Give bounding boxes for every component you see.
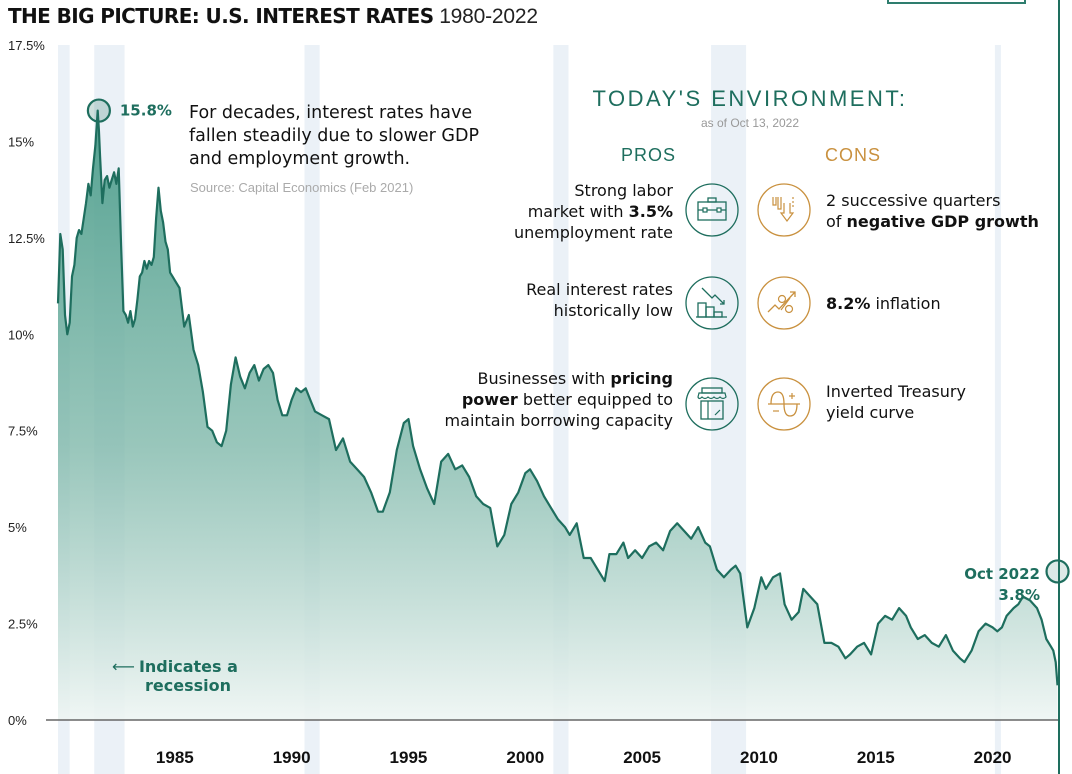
x-tick-label: 2015 bbox=[857, 748, 895, 767]
pro-line: market with 3.5% bbox=[527, 202, 673, 221]
latest-marker bbox=[1045, 559, 1070, 584]
rate-line bbox=[56, 109, 1059, 686]
con-line: 8.2% inflation bbox=[826, 294, 941, 313]
chart-title: THE BIG PICTURE: U.S. INTEREST RATES 198… bbox=[8, 4, 538, 29]
pros-heading: PROS bbox=[621, 145, 677, 165]
y-tick-label: 12.5% bbox=[8, 231, 45, 246]
legend-line1: Indicates a bbox=[138, 657, 238, 676]
right-border bbox=[1058, 0, 1060, 774]
title-years: 1980-2022 bbox=[439, 5, 538, 28]
pro-line: power better equipped to bbox=[461, 390, 673, 409]
con-line: Inverted Treasury bbox=[826, 382, 966, 401]
x-axis: 1985 1990 1995 2000 2005 2010 2015 2020 bbox=[156, 748, 1012, 767]
rate-area bbox=[58, 110, 1058, 721]
pro-line: historically low bbox=[553, 301, 673, 320]
inverted-curve-icon bbox=[757, 377, 811, 431]
pro-line: unemployment rate bbox=[514, 223, 673, 242]
y-tick-label: 7.5% bbox=[8, 424, 38, 439]
y-axis: 0% 2.5% 5% 7.5% 10% 12.5% 15% 17.5% bbox=[8, 38, 45, 728]
latest-value: 3.8% bbox=[998, 586, 1040, 604]
gdp-down-arrow-icon bbox=[757, 183, 811, 237]
latest-date: Oct 2022 bbox=[964, 565, 1040, 583]
y-tick-label: 2.5% bbox=[8, 617, 38, 632]
x-tick-label: 1990 bbox=[273, 748, 311, 767]
y-tick-label: 5% bbox=[8, 520, 27, 535]
con-item-gdp: 2 successive quarters of negative GDP gr… bbox=[826, 190, 1039, 232]
x-tick-label: 2020 bbox=[974, 748, 1012, 767]
y-tick-label: 15% bbox=[8, 134, 34, 149]
intro-text: For decades, interest rates have fallen … bbox=[189, 103, 480, 169]
con-line: yield curve bbox=[826, 403, 915, 422]
percent-rising-icon bbox=[757, 276, 811, 330]
latest-value-label: Oct 2022 3.8% bbox=[964, 564, 1040, 606]
title-main: THE BIG PICTURE: U.S. INTEREST RATES bbox=[8, 4, 434, 28]
con-item-yield-curve: Inverted Treasury yield curve bbox=[826, 381, 966, 423]
declining-bar-chart-icon bbox=[685, 276, 739, 330]
x-tick-label: 2010 bbox=[740, 748, 778, 767]
con-line: of negative GDP growth bbox=[826, 212, 1039, 231]
pro-line: Strong labor bbox=[574, 181, 673, 200]
briefcase-icon bbox=[685, 183, 739, 237]
x-tick-label: 2000 bbox=[506, 748, 544, 767]
pro-line: Businesses with pricing bbox=[477, 369, 674, 388]
peak-marker bbox=[86, 98, 111, 123]
source-note: Source: Capital Economics (Feb 2021) bbox=[190, 180, 414, 195]
recession-band bbox=[994, 45, 1001, 774]
pro-item-real-rates: Real interest rates historically low bbox=[526, 279, 673, 321]
storefront-icon bbox=[685, 377, 739, 431]
annotations: 15.8% bbox=[86, 98, 1070, 584]
x-tick-label: 1985 bbox=[156, 748, 194, 767]
left-arrow-icon: ⟵ bbox=[112, 657, 135, 676]
peak-label: 15.8% bbox=[120, 102, 172, 120]
y-tick-label: 17.5% bbox=[8, 38, 45, 53]
environment-title: TODAY'S ENVIRONMENT: bbox=[592, 86, 908, 111]
recession-legend: ⟵ Indicates a recession bbox=[112, 657, 238, 695]
pro-item-labor: Strong labor market with 3.5% unemployme… bbox=[514, 180, 673, 243]
top-right-box bbox=[887, 0, 1026, 4]
pro-line: maintain borrowing capacity bbox=[444, 411, 673, 430]
pro-item-pricing-power: Businesses with pricing power better equ… bbox=[445, 368, 673, 431]
pro-line: Real interest rates bbox=[526, 280, 673, 299]
con-item-inflation: 8.2% inflation bbox=[826, 293, 941, 314]
x-tick-label: 1995 bbox=[390, 748, 428, 767]
con-line: 2 successive quarters bbox=[826, 191, 1001, 210]
cons-heading: CONS bbox=[825, 145, 882, 165]
environment-date: as of Oct 13, 2022 bbox=[700, 116, 800, 130]
x-tick-label: 2005 bbox=[623, 748, 661, 767]
y-tick-label: 10% bbox=[8, 327, 34, 342]
y-tick-label: 0% bbox=[8, 713, 27, 728]
legend-line2: recession bbox=[145, 676, 231, 695]
